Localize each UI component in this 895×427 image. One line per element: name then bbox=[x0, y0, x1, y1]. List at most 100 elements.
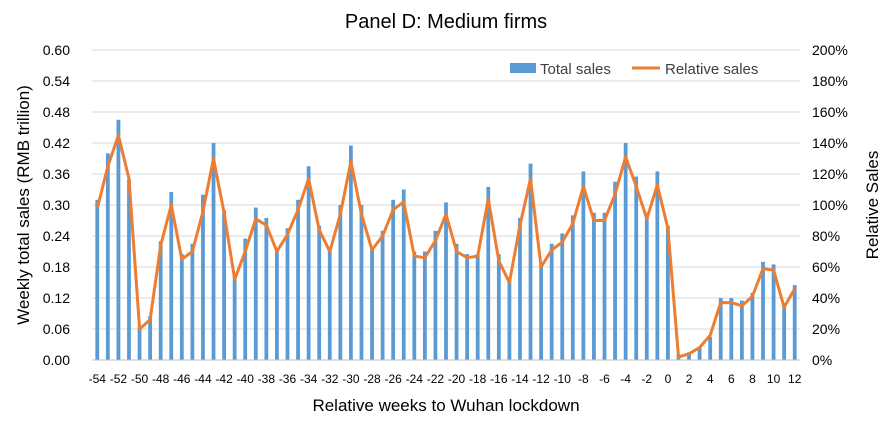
y-tick-label: 0.24 bbox=[43, 228, 70, 244]
bar-total-sales bbox=[444, 202, 448, 360]
y2-tick-label: 0% bbox=[812, 352, 832, 368]
x-tick-label: -42 bbox=[215, 372, 233, 386]
y-tick-label: 0.54 bbox=[43, 73, 70, 89]
bar-total-sales bbox=[666, 225, 670, 360]
y-axis-title: Weekly total sales (RMB trillion) bbox=[14, 85, 33, 325]
x-tick-label: -46 bbox=[173, 372, 191, 386]
bar-total-sales bbox=[401, 189, 406, 360]
bar-total-sales bbox=[137, 326, 142, 360]
y2-tick-label: 40% bbox=[812, 290, 840, 306]
bar-total-sales bbox=[370, 248, 374, 360]
bar-total-sales bbox=[306, 166, 311, 360]
bar-total-sales bbox=[211, 143, 216, 360]
y2-axis-title: Relative Sales bbox=[863, 151, 882, 260]
bar-total-sales bbox=[232, 274, 237, 360]
x-tick-label: 12 bbox=[788, 372, 802, 386]
bar-total-sales bbox=[105, 153, 110, 360]
bar-total-sales bbox=[95, 199, 100, 360]
bar-total-sales bbox=[296, 199, 300, 360]
bar-total-sales bbox=[602, 212, 607, 360]
y2-tick-label: 200% bbox=[812, 42, 848, 58]
y2-tick-label: 80% bbox=[812, 228, 840, 244]
bar-total-sales bbox=[338, 205, 343, 360]
x-tick-label: -2 bbox=[641, 372, 652, 386]
bar-total-sales bbox=[433, 230, 438, 360]
x-axis-ticks: -54 -52 -50 -48 -46 -44 -42 -40 -38 -36 -34 -32 -30-… bbox=[89, 372, 802, 386]
x-tick-label: -6 bbox=[599, 372, 610, 386]
bar-total-sales bbox=[327, 248, 332, 360]
x-tick-label: -22 bbox=[427, 372, 445, 386]
y-tick-label: 0.60 bbox=[43, 42, 70, 58]
x-tick-label: -16 bbox=[490, 372, 508, 386]
bar-total-sales bbox=[570, 215, 575, 360]
chart-title: Panel D: Medium firms bbox=[345, 11, 547, 33]
y2-tick-label: 20% bbox=[812, 321, 840, 337]
bar-total-sales bbox=[549, 243, 554, 360]
y-tick-label: 0.42 bbox=[43, 135, 70, 151]
x-tick-label: -8 bbox=[578, 372, 589, 386]
bar-total-sales bbox=[317, 225, 322, 360]
bar-total-sales bbox=[581, 171, 586, 360]
x-tick-label: -44 bbox=[194, 372, 212, 386]
x-tick-label: 2 bbox=[686, 372, 693, 386]
x-tick-label: -4 bbox=[620, 372, 631, 386]
bar-total-sales bbox=[264, 217, 269, 360]
bar-total-sales bbox=[169, 192, 174, 360]
bar-total-sales bbox=[454, 243, 459, 360]
bar-total-sales bbox=[539, 264, 544, 360]
x-tick-label: -10 bbox=[554, 372, 572, 386]
bar-total-sales bbox=[708, 336, 713, 360]
legend-swatch-total-sales bbox=[510, 63, 536, 73]
bar-total-sales bbox=[644, 212, 649, 360]
bar-total-sales bbox=[782, 305, 787, 360]
bar-total-sales bbox=[190, 243, 195, 360]
x-tick-label: -50 bbox=[131, 372, 149, 386]
y-tick-label: 0.18 bbox=[43, 259, 70, 275]
x-tick-label: 0 bbox=[665, 372, 672, 386]
x-tick-label: -34 bbox=[300, 372, 318, 386]
relative-sales-line bbox=[95, 133, 797, 359]
x-tick-label: 8 bbox=[749, 372, 756, 386]
bar-total-sales bbox=[592, 212, 596, 360]
bar-total-sales bbox=[750, 292, 755, 360]
x-tick-label: -54 bbox=[89, 372, 107, 386]
x-tick-label: -12 bbox=[532, 372, 550, 386]
x-tick-label: -52 bbox=[110, 372, 128, 386]
x-tick-label: -40 bbox=[237, 372, 255, 386]
x-tick-label: -38 bbox=[258, 372, 276, 386]
bar-total-sales bbox=[465, 254, 470, 360]
x-tick-label: -36 bbox=[279, 372, 297, 386]
bar-total-sales bbox=[127, 179, 131, 360]
x-tick-label: -24 bbox=[406, 372, 424, 386]
bar-total-sales bbox=[623, 143, 628, 360]
bar-total-sales bbox=[348, 145, 353, 360]
y2-tick-label: 120% bbox=[812, 166, 848, 182]
bar-total-sales bbox=[275, 248, 279, 360]
bar-total-sales bbox=[179, 254, 184, 360]
bar-total-sales bbox=[792, 285, 797, 360]
y2-tick-label: 140% bbox=[812, 135, 848, 151]
bar-total-sales bbox=[253, 207, 258, 360]
bar-total-sales bbox=[116, 119, 121, 360]
bar-total-sales bbox=[739, 300, 744, 360]
right-axis-ticks: 0% 20% 40% 60% 80% 100% 120% 140% 160% 180% 200% bbox=[812, 42, 848, 368]
x-axis-title: Relative weeks to Wuhan lockdown bbox=[312, 396, 579, 415]
bar-total-sales bbox=[475, 254, 480, 360]
y-tick-label: 0.48 bbox=[43, 104, 70, 120]
bar-total-sales bbox=[422, 251, 427, 360]
y-tick-label: 0.12 bbox=[43, 290, 70, 306]
bar-total-sales bbox=[380, 230, 385, 360]
x-tick-label: 10 bbox=[767, 372, 781, 386]
y2-tick-label: 160% bbox=[812, 104, 848, 120]
legend-label-total-sales: Total sales bbox=[540, 61, 611, 78]
bar-total-sales bbox=[391, 199, 396, 360]
x-tick-label: 4 bbox=[707, 372, 714, 386]
bar-total-sales bbox=[148, 316, 153, 360]
bar-total-sales bbox=[486, 186, 491, 360]
y-tick-label: 0.36 bbox=[43, 166, 70, 182]
bar-total-sales bbox=[243, 238, 248, 360]
bar-total-sales bbox=[518, 217, 522, 360]
bar-total-sales bbox=[528, 163, 533, 360]
bar-total-sales bbox=[771, 264, 776, 360]
